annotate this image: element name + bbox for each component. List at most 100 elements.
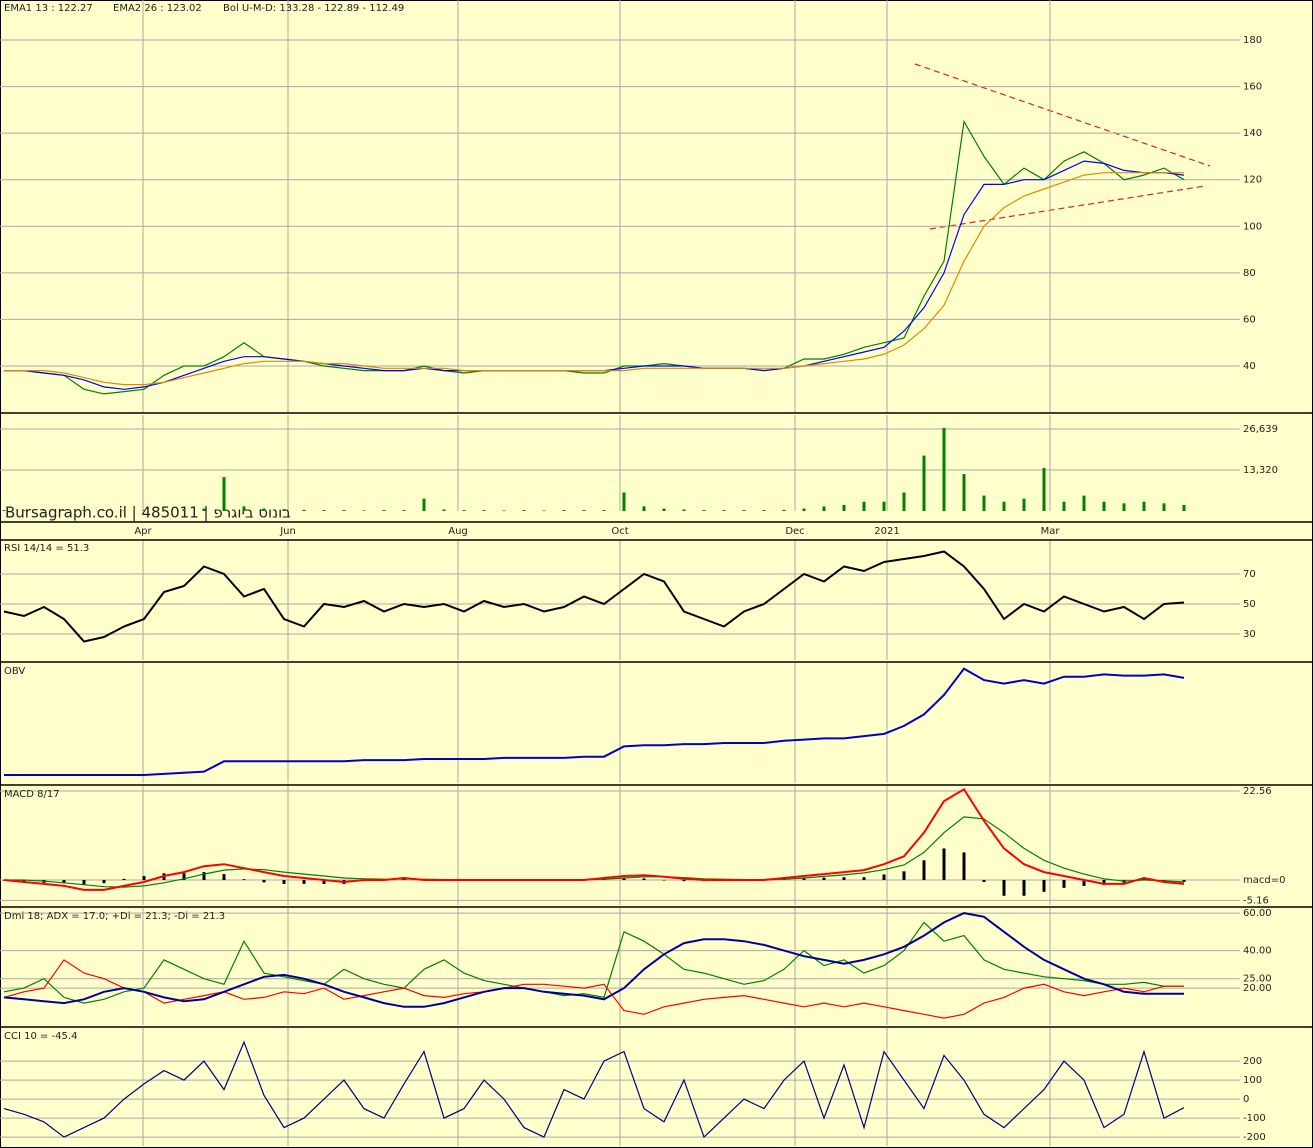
bar [582, 510, 586, 511]
y-tick-label: 22.56 [1243, 786, 1272, 797]
y-tick-label: -5.16 [1243, 895, 1269, 906]
series-line [4, 667, 1185, 776]
y-tick-label: 120 [1243, 175, 1262, 186]
bar [302, 509, 306, 511]
bar [802, 508, 806, 511]
panel-title: OBV [4, 666, 25, 677]
y-tick-label: 40.00 [1243, 946, 1272, 957]
bar [202, 872, 206, 880]
y-tick-label: 40 [1243, 361, 1256, 372]
bar [702, 510, 706, 511]
bar [942, 427, 946, 511]
y-tick-label: 30 [1243, 629, 1256, 640]
bar [842, 877, 846, 880]
bar [42, 510, 46, 511]
y-tick-label: 160 [1243, 82, 1262, 93]
bar [682, 879, 686, 882]
bar [362, 510, 366, 511]
bar [1042, 467, 1046, 511]
bar [1022, 498, 1026, 511]
series-line [3, 550, 1185, 643]
bar [1062, 879, 1066, 888]
bar [962, 474, 966, 511]
bar [962, 852, 966, 880]
resistance-line [914, 63, 1211, 167]
series-line [3, 912, 1184, 1008]
bar [402, 510, 406, 511]
bar [642, 506, 646, 511]
y-tick-label: 13,320 [1243, 465, 1278, 476]
bar [162, 509, 166, 511]
bar [662, 508, 666, 511]
bar [942, 848, 946, 880]
series-line [3, 921, 1184, 1004]
bar [302, 879, 306, 884]
bar [1002, 879, 1006, 896]
bar [422, 498, 426, 511]
panel-title: Dmi 18; ADX = 17.0; +Di = 21.3; -Di = 21… [4, 911, 225, 922]
bar [1062, 501, 1066, 511]
x-tick-label: Aug [448, 526, 468, 537]
x-tick-label: 2021 [874, 526, 899, 537]
y-tick-label: 50 [1243, 599, 1256, 610]
bar [1162, 503, 1166, 511]
header: Bol U-M-D: 133.28 - 122.89 - 112.49 [223, 3, 404, 14]
bar [922, 860, 926, 880]
y-tick-label: 25.00 [1243, 974, 1272, 985]
bar [622, 492, 626, 511]
bar [182, 873, 186, 880]
bar [602, 510, 606, 511]
y-tick-label: 0 [1243, 1094, 1249, 1105]
panel-title: CCI 10 = -45.4 [4, 1031, 77, 1042]
y-tick-label: 140 [1243, 128, 1262, 139]
bar [882, 501, 886, 511]
bar [282, 879, 286, 884]
bar [542, 510, 546, 511]
bar [622, 878, 626, 880]
panel-title: RSI 14/14 = 51.3 [4, 543, 89, 554]
bar [862, 501, 866, 511]
bar [82, 879, 86, 886]
series-line [3, 1040, 1185, 1139]
bar [322, 510, 326, 511]
y-tick-label: 180 [1243, 35, 1262, 46]
bar [902, 492, 906, 511]
header: EMA2 26 : 123.02 [113, 3, 202, 14]
bar [1082, 879, 1086, 886]
bar [22, 879, 26, 882]
watermark: Bursagraph.co.il | 485011 | בונוס ביוגרפ [5, 504, 291, 522]
bar [502, 510, 506, 511]
bar [22, 510, 26, 511]
bar [922, 455, 926, 511]
x-tick-label: Oct [611, 526, 628, 537]
bar [882, 874, 886, 880]
bar [842, 504, 846, 511]
bar [282, 509, 286, 511]
series-line [4, 172, 1184, 386]
bar [142, 510, 146, 511]
panel-title: MACD 8/17 [4, 789, 60, 800]
y-tick-label: 60.00 [1243, 908, 1272, 919]
series-line [3, 787, 1185, 891]
bar [562, 510, 566, 511]
y-tick-label: 200 [1243, 1056, 1262, 1067]
y-tick-label: 60 [1243, 314, 1256, 325]
bar [902, 871, 906, 880]
bar [242, 506, 246, 511]
y-tick-label: 26,639 [1243, 424, 1278, 435]
bar [122, 878, 126, 880]
bar [1002, 501, 1006, 511]
y-tick-label: macd=0 [1243, 875, 1285, 886]
bar [722, 510, 726, 511]
bar [222, 477, 226, 511]
bar [1182, 879, 1186, 882]
bar [642, 878, 646, 880]
bar [222, 874, 226, 880]
bar [462, 510, 466, 511]
support-line [929, 185, 1206, 230]
header: EMA1 13 : 122.27 [4, 3, 93, 14]
x-tick-label: Jun [279, 526, 296, 537]
bar [862, 877, 866, 880]
bar [782, 509, 786, 511]
